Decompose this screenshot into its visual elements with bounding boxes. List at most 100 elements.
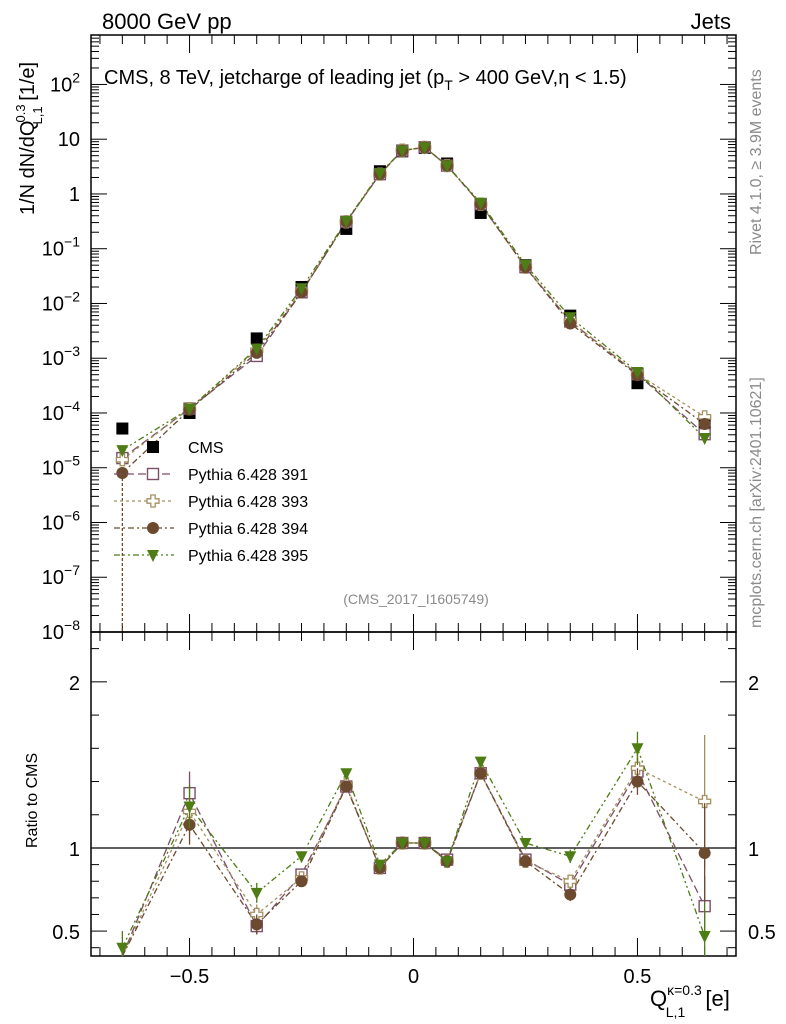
tick-base: 10: [42, 622, 64, 644]
ylabel-post: [1/e]: [17, 62, 39, 106]
data-point-main: [340, 216, 353, 229]
main-y-tick-label: 10: [58, 129, 80, 151]
data-point-main: [396, 145, 409, 158]
ratio-y-tick-label-right: 1: [748, 839, 759, 861]
tick-exponent: −4: [64, 398, 80, 414]
data-point-main: [698, 417, 711, 430]
legend-marker: [147, 522, 159, 534]
tick-base: 10: [42, 403, 64, 425]
data-point-main: [519, 259, 532, 272]
x-tick-label: 0.5: [624, 966, 652, 988]
ratio-y-tick-label-right: 2: [748, 673, 759, 695]
data-point-ratio: [564, 851, 577, 864]
ylabel-pre: 1/N dN/dQ: [17, 121, 39, 215]
ratio-y-axis: 2 2 1 1 0.5 0.5: [52, 648, 776, 949]
legend-entry-label: Pythia 6.428 394: [188, 521, 308, 538]
data-point-main: [373, 168, 386, 181]
rivet-label: Rivet 4.1.0, ≥ 3.9M events: [748, 69, 765, 255]
y-axis-label-ratio: Ratio to CMS: [24, 753, 41, 848]
xlabel-post: [e]: [699, 986, 730, 1011]
main-y-tick-label: 10−5: [42, 453, 80, 480]
main-panel-frame: [90, 34, 737, 633]
legend-entry-label: Pythia 6.428 391: [188, 467, 308, 484]
data-point-ratio: [697, 794, 712, 809]
tick-exponent: −7: [64, 562, 80, 578]
legend-entry-label: Pythia 6.428 395: [188, 548, 308, 565]
title-part-sub: T: [444, 77, 453, 93]
data-point-main: [441, 160, 454, 173]
data-point-ratio: [474, 756, 487, 769]
tick-base: 1: [69, 184, 80, 206]
ratio-y-tick-label-left: 0.5: [52, 922, 80, 944]
tick-base: 10: [58, 129, 80, 151]
xlabel-main: Q: [650, 986, 667, 1011]
data-point-main: [418, 142, 431, 155]
main-y-tick-label: 10−8: [42, 617, 80, 644]
data-point-ratio: [396, 838, 409, 851]
ratio-y-tick-label-left: 1: [69, 839, 80, 861]
tick-base: 10: [42, 458, 64, 480]
data-point-ratio: [340, 768, 353, 781]
series-line-ratio: [121, 771, 706, 957]
series-line-ratio: [121, 770, 706, 957]
analysis-id: (CMS_2017_I1605749): [343, 591, 489, 607]
legend-marker: [146, 467, 160, 481]
main-y-tick-label: 10−7: [42, 562, 80, 589]
tick-base: 10: [42, 512, 64, 534]
data-point-main: [250, 343, 263, 356]
legend-marker: [146, 494, 160, 508]
title-part-a: CMS, 8 TeV, jetcharge of leading jet (p: [104, 67, 444, 89]
data-point-main: [564, 312, 577, 325]
data-point-ratio: [630, 761, 645, 775]
legend-marker: [147, 550, 159, 562]
ratio-y-tick-label-right: 0.5: [748, 922, 776, 944]
x-axis: −0.5 0 0.5: [99, 35, 728, 988]
main-y-tick-label: 10−1: [42, 234, 80, 261]
series-line-main: [122, 146, 706, 451]
tick-base: 10: [42, 567, 64, 589]
tick-base: 10: [42, 239, 64, 261]
main-y-tick-label: 1: [69, 184, 80, 206]
data-point-ratio: [116, 942, 129, 955]
title-part-b: > 400 GeV,η < 1.5): [453, 67, 627, 89]
data-point-main: [183, 403, 196, 416]
data-point-ratio: [418, 838, 431, 851]
series-line-ratio: [121, 746, 706, 948]
series-line-main: [122, 146, 705, 461]
data-point-ratio: [519, 855, 532, 868]
main-y-tick-label: 10−6: [42, 507, 80, 534]
data-point-ratio: [698, 846, 711, 859]
data-point-ratio: [474, 767, 487, 780]
ratio-panel-data: [116, 731, 712, 957]
main-y-tick-label: 102: [50, 69, 80, 96]
main-y-tick-label: 10−4: [42, 398, 80, 425]
legend: CMS Pythia 6.428 391 Pythia 6.428 393 Pythi…: [114, 440, 308, 565]
tick-exponent: −6: [64, 507, 80, 523]
x-tick-label: 0: [408, 966, 419, 988]
data-point-ratio: [564, 888, 577, 901]
series-line-main: [121, 146, 705, 474]
data-point-main: [115, 453, 130, 467]
plot-title: CMS, 8 TeV, jetcharge of leading jet (pT…: [104, 67, 627, 93]
data-point-main: [250, 332, 263, 345]
data-point-main: [116, 422, 129, 435]
data-point-ratio: [631, 743, 644, 756]
mcplots-label: mcplots.cern.ch [arXiv:2401.10621]: [748, 377, 765, 628]
data-point-main: [116, 445, 129, 458]
ylabel-sub: L,1: [30, 106, 45, 124]
legend-marker: [147, 441, 159, 453]
data-point-main: [474, 197, 487, 210]
tick-exponent: 2: [72, 69, 80, 85]
data-point-ratio: [698, 931, 711, 944]
x-tick-label: −0.5: [170, 966, 209, 988]
main-y-tick-label: 10−2: [42, 288, 80, 315]
data-point-ratio: [295, 875, 308, 888]
y-axis-label-main: 1/N dN/dQ0.3 L,1 [1/e]: [13, 62, 45, 215]
tick-exponent: −2: [64, 288, 80, 304]
series-line-main: [122, 146, 706, 459]
tick-base: 10: [42, 293, 64, 315]
x-axis-label: Qκ=0.3 L,1 [e]: [650, 982, 730, 1020]
data-point-ratio: [441, 856, 454, 869]
